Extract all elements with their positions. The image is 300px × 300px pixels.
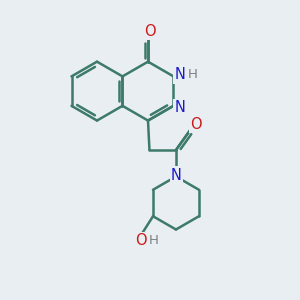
Text: O: O — [145, 24, 156, 39]
Text: N: N — [171, 167, 182, 182]
Text: O: O — [135, 233, 147, 248]
Text: N: N — [175, 68, 185, 82]
Text: O: O — [190, 117, 202, 132]
Text: H: H — [188, 68, 198, 81]
Text: H: H — [149, 234, 159, 247]
Text: N: N — [175, 100, 185, 115]
